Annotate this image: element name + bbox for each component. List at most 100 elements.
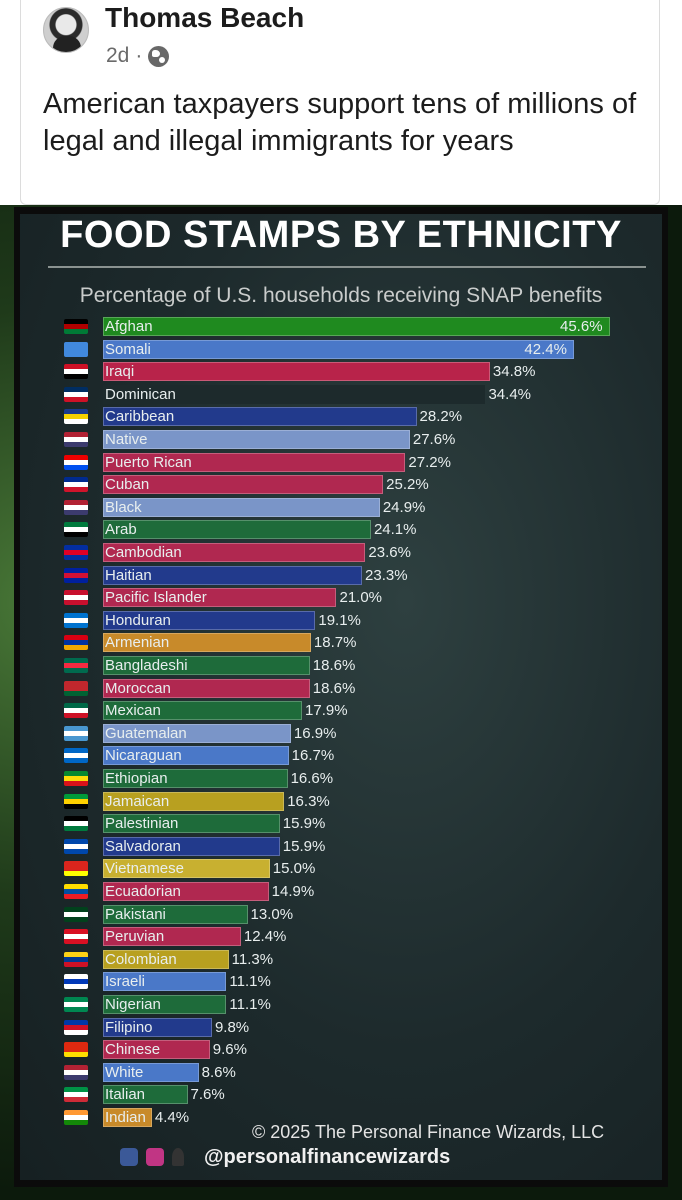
category-label: Caribbean [105,408,175,426]
category-label: Moroccan [105,679,171,697]
flag-icon [64,454,88,470]
chart-title: FOOD STAMPS BY ETHNICITY [60,214,622,256]
flag-icon [64,997,88,1012]
flag-icon [64,771,88,786]
bar[interactable] [103,791,285,811]
bar[interactable] [103,723,291,743]
bar[interactable] [103,565,363,585]
bar[interactable] [103,384,486,404]
flag-icon [64,929,88,945]
value-label: 4.4% [154,1109,190,1126]
value-label: 34.4% [488,385,532,403]
category-label: Pakistani [105,905,166,923]
value-label: 24.9% [382,498,426,516]
bar[interactable] [103,588,337,608]
bar[interactable] [103,339,575,359]
bar[interactable] [103,430,410,449]
bar[interactable] [103,610,316,630]
value-label: 16.7% [291,747,335,765]
value-label: 11.3% [231,950,274,968]
flag-icon [64,432,88,447]
flag-icon [64,635,88,651]
value-label: 8.6% [201,1063,236,1081]
category-label: Somali [105,340,151,358]
flag-icon [64,409,88,425]
flag-icon [64,1110,88,1125]
bar[interactable] [103,814,280,834]
flag-icon [64,319,88,334]
value-label: 9.8% [214,1018,250,1036]
bar[interactable] [103,859,270,879]
bar[interactable] [103,882,269,901]
category-label: Guatemalan [105,724,187,742]
value-label: 27.6% [412,431,456,448]
category-label: Chinese [105,1041,161,1059]
category-label: Puerto Rican [105,453,192,471]
category-label: Italian [105,1086,146,1104]
value-label: 16.9% [293,724,337,742]
bar[interactable] [103,1085,188,1105]
bar[interactable] [103,1062,199,1082]
value-label: 19.1% [318,611,361,629]
category-label: Haitian [105,566,152,584]
value-label: 18.6% [312,679,356,697]
facebook-icon [120,1148,138,1166]
flag-icon [64,567,88,583]
bar[interactable] [103,362,490,382]
flag-icon [64,725,88,741]
bar[interactable] [103,836,280,856]
value-label: 16.6% [290,770,334,787]
category-label: Mexican [105,702,161,720]
bar[interactable] [103,452,406,472]
value-label: 15.0% [272,860,316,878]
category-label: Dominican [105,385,176,403]
avatar[interactable] [43,7,89,53]
value-label: 17.9% [305,702,348,720]
bar[interactable] [103,769,288,788]
bar[interactable] [103,1017,212,1037]
bar[interactable] [103,746,289,766]
bar[interactable] [103,633,311,653]
bar[interactable] [103,949,229,969]
bar[interactable] [103,543,366,562]
bar[interactable] [103,904,248,924]
bar[interactable] [103,1108,152,1127]
bar[interactable] [103,656,310,675]
value-label: 21.0% [339,589,383,607]
bar[interactable] [103,317,610,336]
value-label: 15.9% [282,815,326,833]
social-handle[interactable]: @personalfinancewizards [204,1146,451,1168]
chart-panel[interactable]: FOOD STAMPS BY ETHNICITY Percentage of U… [20,214,662,1180]
bar[interactable] [103,475,384,495]
bar[interactable] [103,995,227,1014]
value-label: 11.1% [229,973,271,991]
post-text: American taxpayers support tens of milli… [43,88,637,157]
category-label: Vietnamese [105,860,184,878]
bar[interactable] [103,927,241,947]
value-label: 45.6% [560,318,603,335]
bar[interactable] [103,1040,210,1060]
category-label: Indian [105,1109,146,1126]
category-label: Cuban [105,476,150,494]
flag-icon [64,793,88,809]
bar[interactable] [103,520,371,540]
category-label: Colombian [105,950,177,968]
chart-subtitle: Percentage of U.S. households receiving … [79,284,603,307]
value-label: 18.7% [313,634,357,652]
bar[interactable] [103,497,380,517]
flag-icon [64,1042,88,1058]
category-label: Afghan [105,318,153,335]
tiktok-icon [172,1148,184,1166]
post-time[interactable]: 2d [106,44,130,67]
value-label: 9.6% [212,1041,247,1059]
globe-icon[interactable] [148,45,170,67]
bar[interactable] [103,678,310,698]
category-label: Arab [105,521,137,539]
category-label: Pacific Islander [105,589,207,607]
author-name[interactable]: Thomas Beach [105,2,305,33]
flag-icon [64,1019,88,1035]
bar[interactable] [103,407,417,427]
category-label: Cambodian [105,544,182,561]
bar[interactable] [103,972,227,992]
bar[interactable] [103,701,303,721]
